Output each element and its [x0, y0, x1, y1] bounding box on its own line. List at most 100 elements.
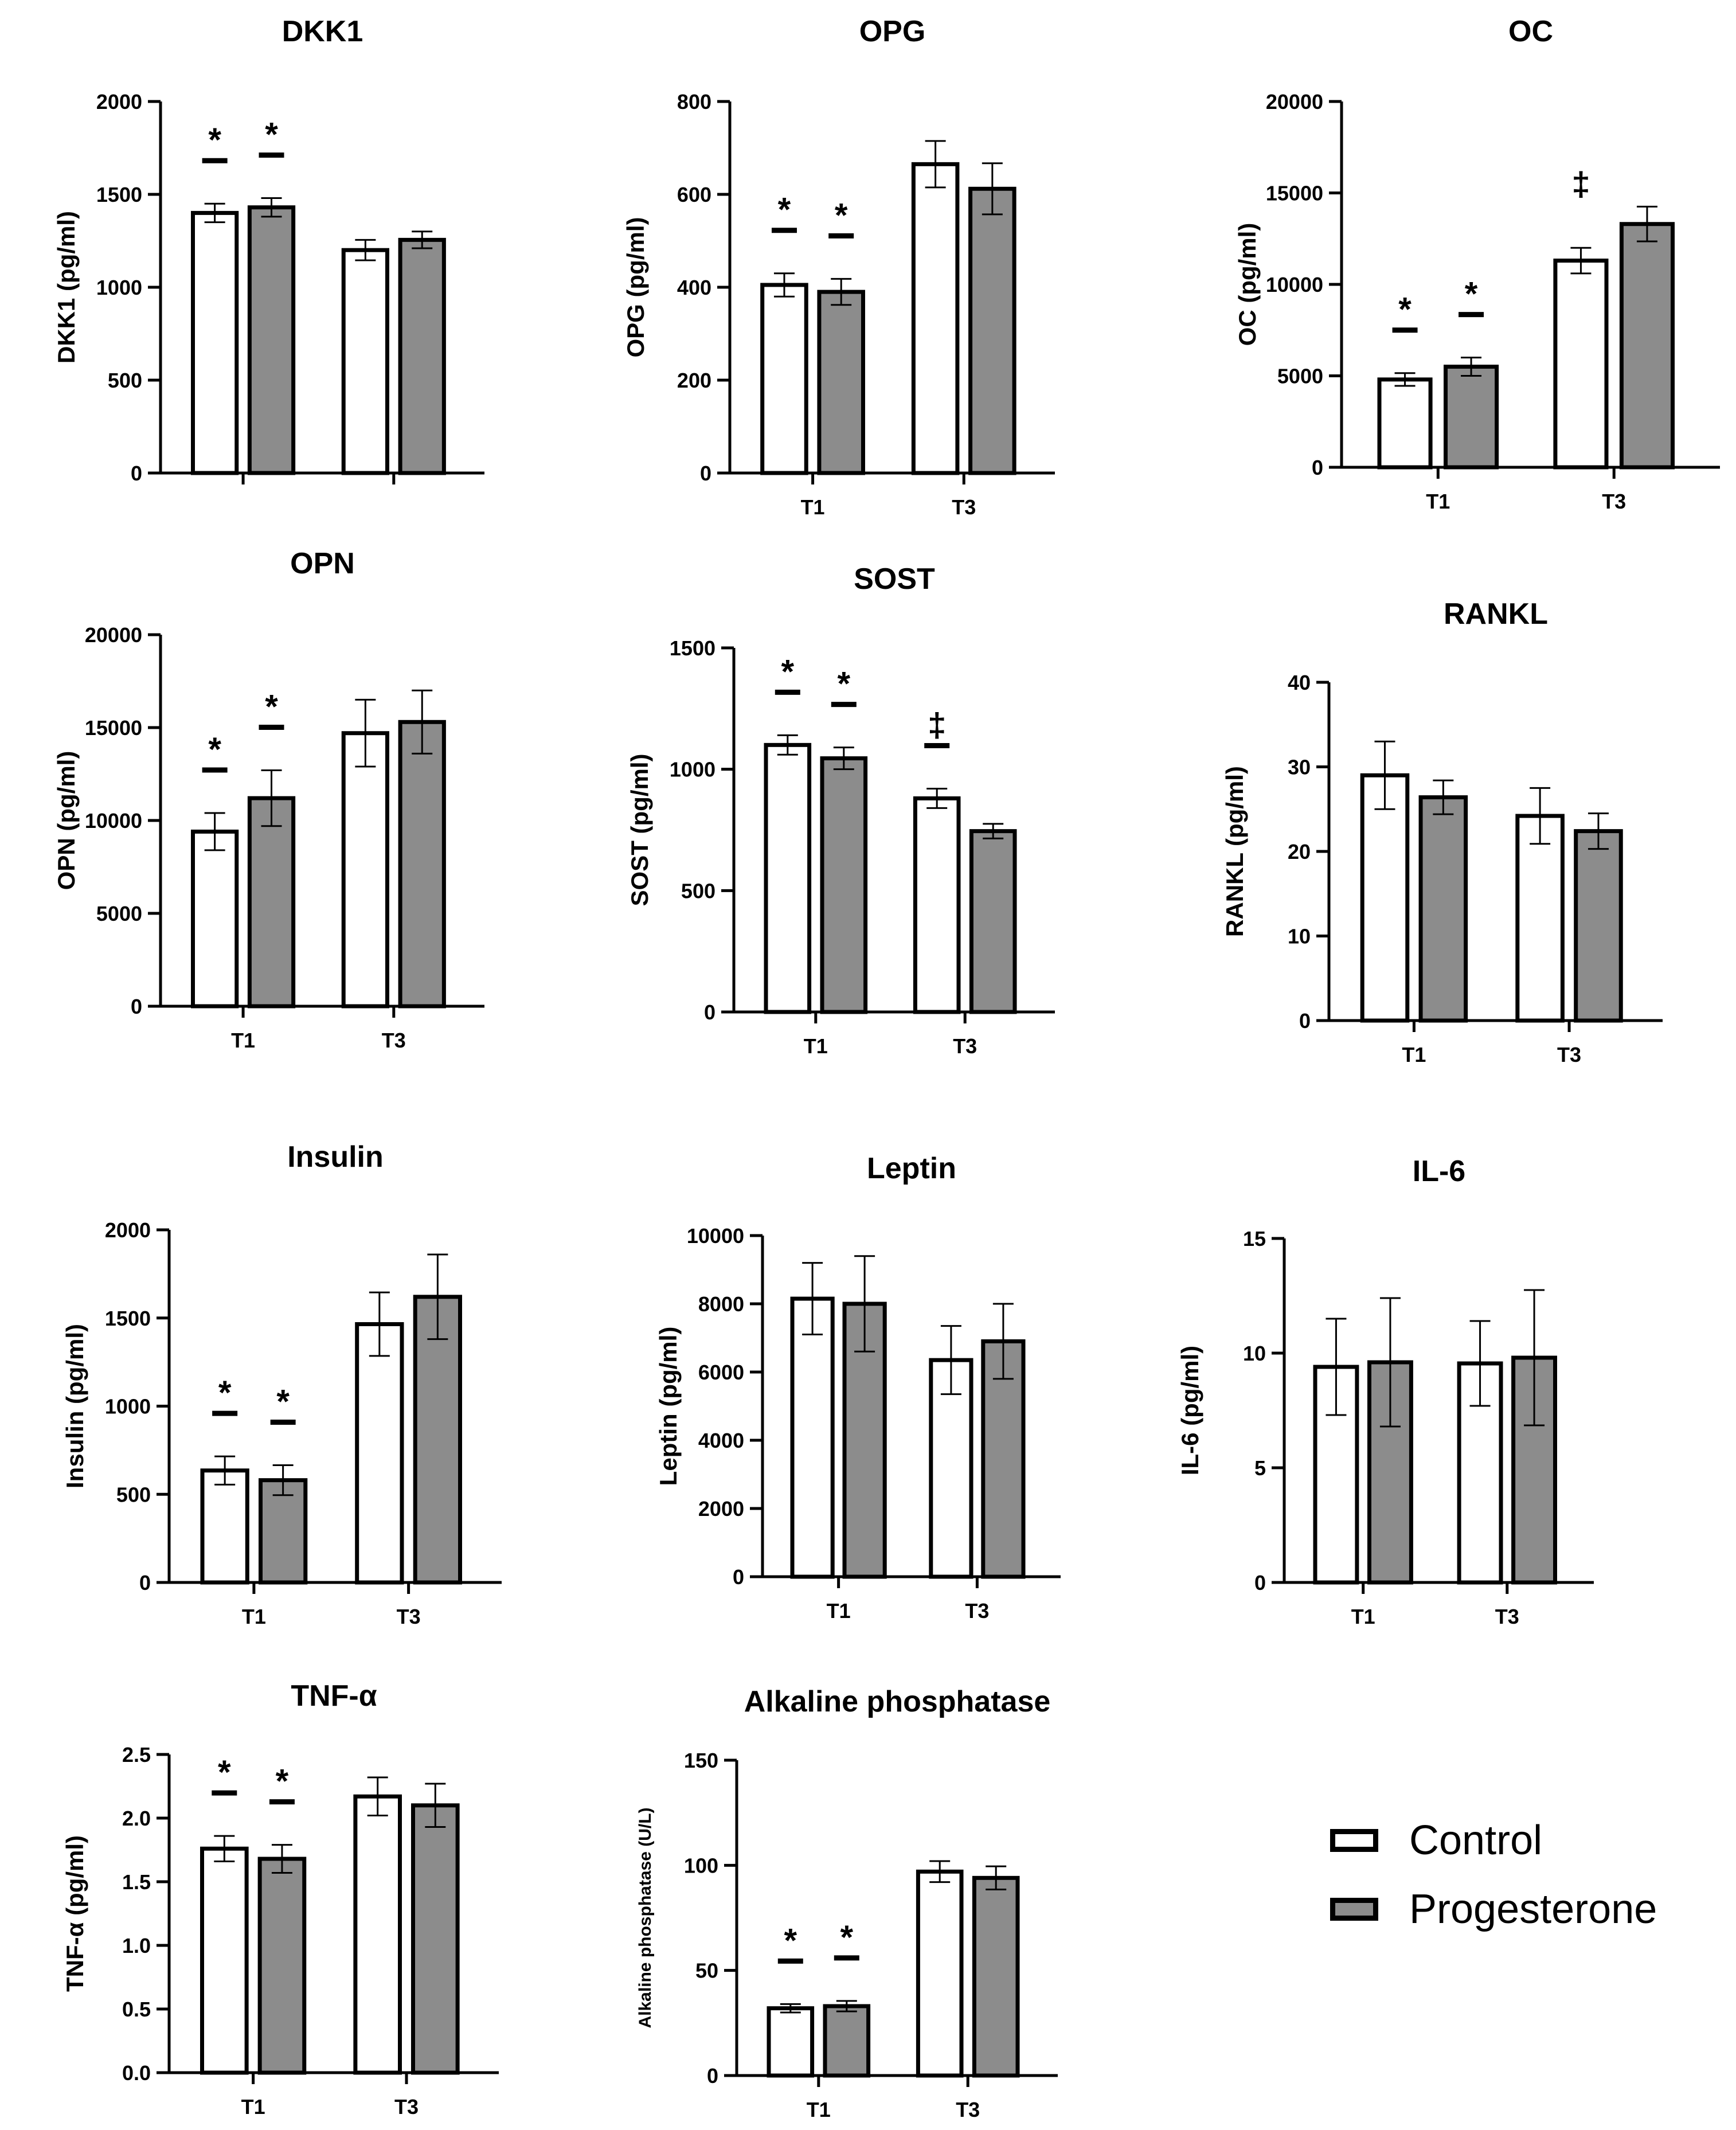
bar-progesterone [969, 829, 1017, 1014]
y-tick-label: 500 [108, 369, 142, 392]
y-tick-label: 1500 [96, 183, 142, 206]
chart-title: Alkaline phosphatase [744, 1685, 1051, 1718]
y-tick-label: 0.5 [122, 1998, 151, 2021]
chart-title: TNF-α [291, 1679, 377, 1713]
bar-control [341, 248, 389, 475]
legend-item-control: Control [1330, 1806, 1720, 1875]
x-category-label: T1 [807, 2098, 831, 2121]
y-tick-label: 1500 [670, 636, 715, 660]
chart-title: IL-6 [1413, 1155, 1465, 1188]
chart-opg: OPG OPG (pg/ml) 0 200 400 600 800 T1 T3 * * [622, 15, 1055, 519]
y-tick-label: 15000 [1266, 182, 1323, 205]
y-tick-label: 500 [116, 1483, 151, 1506]
y-tick-label: 0 [704, 1000, 715, 1024]
bar-progesterone [398, 720, 446, 1009]
y-tick-label: 15000 [85, 716, 142, 740]
y-axis-label: RANKL (pg/ml) [1221, 766, 1248, 937]
bar-control [191, 210, 239, 475]
chart-tnf: TNF-α TNF-α (pg/ml) 0.0 0.5 1.0 1.5 2.0 2.5 T1 T3… [61, 1679, 499, 2119]
legend: Control Progesterone [1330, 1806, 1720, 1944]
progesterone-swatch [1330, 1898, 1378, 1921]
y-axis-label: OPG (pg/ml) [622, 217, 649, 358]
y-tick-label: 800 [677, 90, 711, 114]
y-tick-label: 400 [677, 276, 711, 299]
x-category-label: T1 [1351, 1605, 1375, 1628]
significance-marker: * [208, 122, 221, 159]
bar-progesterone [411, 1803, 460, 2075]
y-axis-label: SOST (pg/ml) [626, 754, 653, 906]
bar-progesterone [817, 290, 865, 475]
y-tick-label: 100 [684, 1854, 718, 1877]
x-category-label: T3 [382, 1029, 406, 1052]
bar-control [913, 796, 961, 1014]
x-category-label: T1 [804, 1034, 828, 1058]
bar-progesterone [823, 2004, 871, 2078]
y-tick-label: 0 [131, 462, 142, 485]
y-tick-label: 0.0 [122, 2061, 151, 2085]
y-tick-label: 10000 [687, 1224, 744, 1248]
y-tick-label: 10 [1288, 925, 1311, 948]
y-tick-label: 2.5 [122, 1743, 151, 1766]
bar-control [1553, 259, 1609, 470]
legend-item-progesterone: Progesterone [1330, 1875, 1720, 1944]
chart-dkk1: DKK1 DKK1 (pg/ml) 0 500 1000 1500 2000 * * [53, 15, 484, 485]
significance-marker: * [840, 1919, 854, 1956]
y-tick-label: 1.0 [122, 1934, 151, 1957]
bar-control [760, 283, 808, 475]
y-tick-label: 1000 [670, 758, 715, 781]
y-axis-label: Insulin (pg/ml) [61, 1324, 88, 1488]
x-category-label: T1 [1402, 1043, 1426, 1066]
y-tick-label: 15 [1243, 1227, 1266, 1250]
y-tick-label: 0 [139, 1571, 151, 1594]
y-tick-label: 20 [1288, 840, 1311, 863]
y-tick-label: 2.0 [122, 1807, 151, 1830]
bar-control [341, 731, 389, 1009]
significance-marker: * [778, 191, 791, 229]
y-tick-label: 500 [681, 879, 715, 902]
significance-marker: * [218, 1374, 232, 1412]
x-category-label: T1 [241, 2095, 265, 2119]
y-tick-label: 6000 [698, 1361, 744, 1384]
y-tick-label: 4000 [698, 1429, 744, 1452]
y-tick-label: 0 [733, 1565, 744, 1589]
significance-marker: * [835, 197, 848, 234]
x-category-label: T3 [956, 2098, 980, 2121]
y-tick-label: 5000 [96, 902, 142, 925]
y-tick-label: 150 [684, 1749, 718, 1772]
x-category-label: T1 [801, 495, 825, 519]
y-tick-label: 0 [1299, 1009, 1311, 1033]
bar-progesterone [413, 1295, 463, 1585]
bar-progesterone [1444, 365, 1499, 470]
y-tick-label: 200 [677, 369, 711, 392]
chart-leptin: Leptin Leptin (pg/ml) 0 2000 4000 6000 8000 100… [655, 1152, 1061, 1623]
y-axis-label: TNF-α (pg/ml) [61, 1835, 88, 1992]
x-category-label: T3 [965, 1599, 989, 1623]
y-tick-label: 1000 [105, 1395, 151, 1418]
bar-progesterone [820, 756, 868, 1014]
bar-control [353, 1794, 402, 2075]
bar-control [911, 162, 960, 475]
y-tick-label: 20000 [85, 623, 142, 647]
y-tick-label: 600 [677, 183, 711, 206]
x-category-label: T1 [827, 1599, 851, 1623]
y-tick-label: 2000 [698, 1497, 744, 1521]
bar-control [1360, 773, 1410, 1023]
bar-control [916, 1869, 964, 2078]
x-category-label: T3 [1602, 490, 1626, 513]
legend-label-control: Control [1409, 1818, 1543, 1863]
chart-insulin: Insulin Insulin (pg/ml) 0 500 1000 1500 2000 T1… [61, 1140, 502, 1628]
chart-title: DKK1 [282, 15, 363, 48]
x-category-label: T3 [1495, 1605, 1519, 1628]
bar-progesterone [257, 1857, 307, 2075]
chart-title: OPN [290, 547, 355, 580]
significance-marker: * [265, 116, 278, 153]
chart-alp: Alkaline phosphatase Alkaline phosphatase… [636, 1685, 1058, 2121]
significance-marker: ‡ [1571, 166, 1590, 203]
bar-control [355, 1322, 404, 1585]
y-tick-label: 10 [1243, 1342, 1266, 1365]
y-tick-label: 2000 [105, 1218, 151, 1242]
y-tick-label: 0 [131, 995, 142, 1018]
y-tick-label: 10000 [85, 809, 142, 833]
y-axis-label: IL-6 (pg/ml) [1176, 1346, 1203, 1475]
